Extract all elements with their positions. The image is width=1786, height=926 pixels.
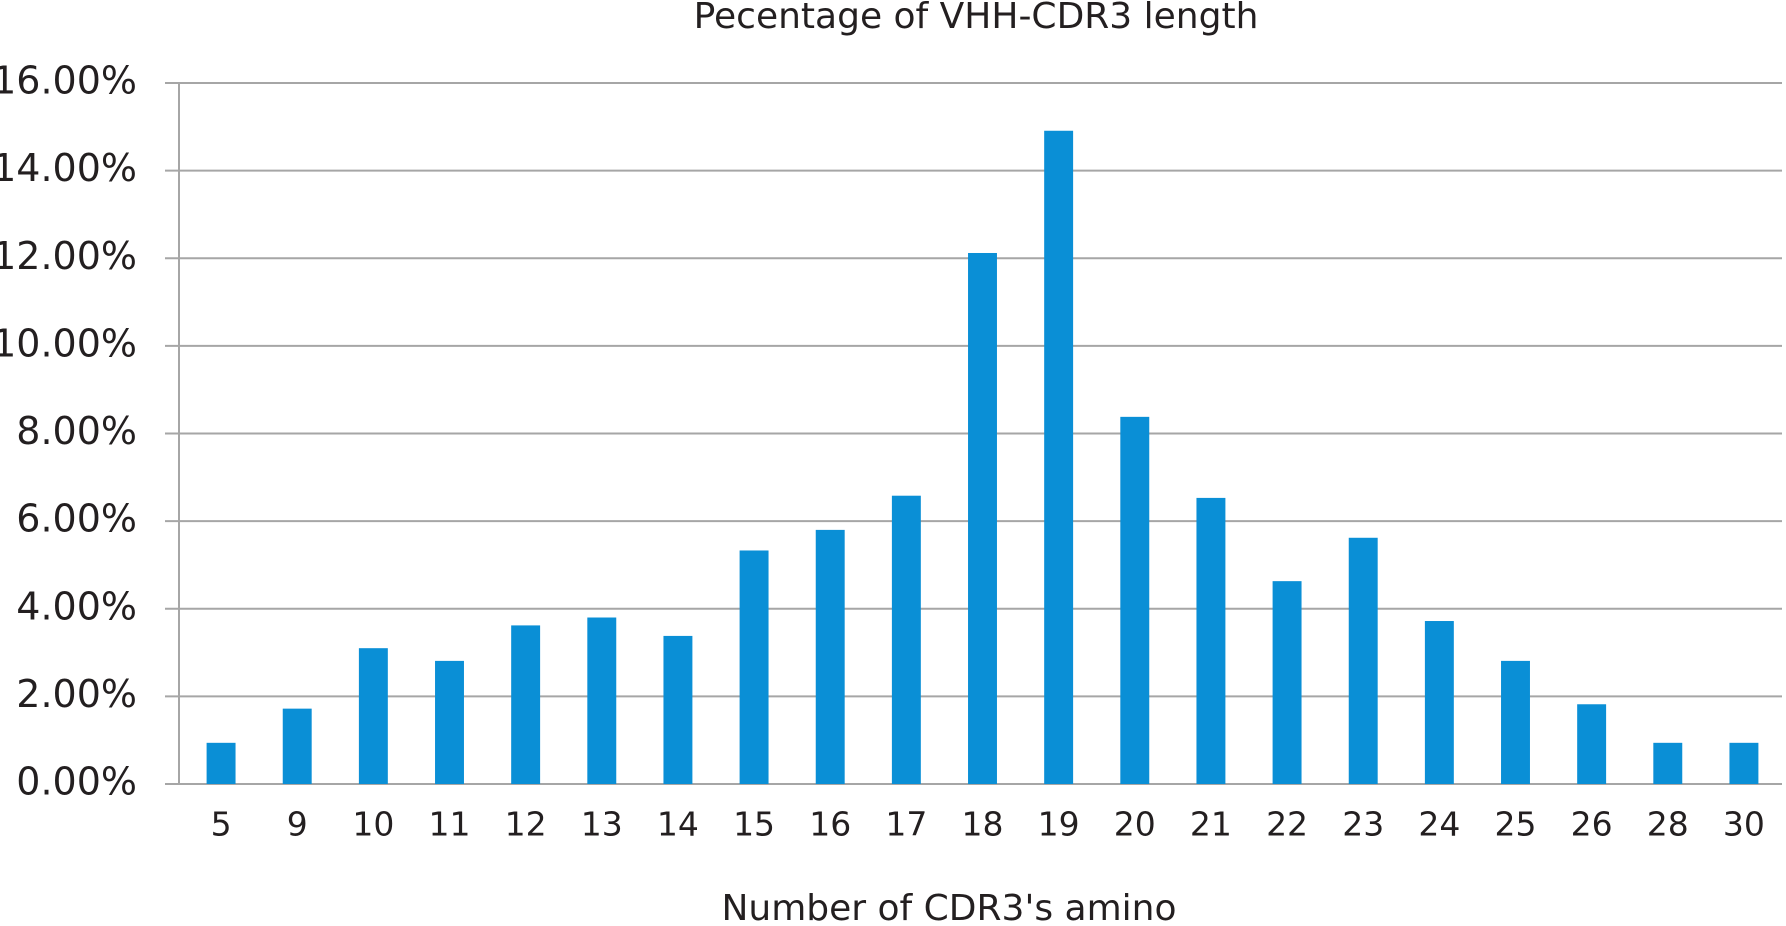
y-tick-label: 0.00%: [16, 760, 137, 804]
bar: [1272, 581, 1302, 784]
x-tick-label: 17: [885, 805, 927, 844]
x-tick-label: 12: [505, 805, 547, 844]
x-tick-label: 30: [1723, 805, 1765, 844]
x-tick-label: 10: [352, 805, 394, 844]
x-tick-label: 21: [1190, 805, 1232, 844]
x-tick-label: 18: [962, 805, 1004, 844]
y-tick-label: 8.00%: [16, 409, 137, 453]
bar: [1653, 742, 1683, 784]
x-tick-label: 16: [809, 805, 851, 844]
bar: [511, 625, 541, 784]
x-axis-label: Number of CDR3's amino: [721, 888, 1176, 926]
bar: [1196, 497, 1226, 784]
x-tick-label: 9: [287, 805, 308, 844]
y-tick-label: 4.00%: [16, 584, 137, 628]
bar: [663, 635, 693, 784]
y-tick-label: 2.00%: [16, 672, 137, 716]
x-tick-label: 5: [211, 805, 232, 844]
bar: [1044, 130, 1074, 785]
x-tick-label: 22: [1266, 805, 1308, 844]
x-tick-label: 24: [1418, 805, 1460, 844]
bar: [1348, 537, 1378, 784]
bar: [1424, 621, 1454, 784]
x-tick-label: 14: [657, 805, 699, 844]
bar: [587, 617, 617, 784]
bar: [968, 252, 997, 784]
bar: [435, 660, 464, 784]
bar: [1729, 742, 1759, 784]
bar: [815, 529, 845, 784]
x-tick-label: 15: [733, 805, 775, 844]
bar: [358, 648, 388, 784]
x-tick-label: 23: [1342, 805, 1384, 844]
y-tick-label: 12.00%: [0, 234, 137, 278]
x-tick-label: 26: [1571, 805, 1613, 844]
bar: [1501, 660, 1530, 784]
y-tick-label: 14.00%: [0, 146, 137, 190]
bar: [282, 708, 312, 784]
x-tick-label: 13: [581, 805, 623, 844]
bar: [891, 495, 921, 784]
bar: [1120, 416, 1150, 784]
chart-title: Pecentage of VHH-CDR3 length: [694, 0, 1259, 37]
y-tick-label: 6.00%: [16, 497, 137, 541]
bar: [739, 550, 769, 784]
y-tick-label: 10.00%: [0, 321, 137, 365]
y-tick-label: 16.00%: [0, 59, 137, 103]
bar: [1577, 704, 1607, 784]
x-tick-label: 19: [1038, 805, 1080, 844]
x-tick-label: 28: [1647, 805, 1689, 844]
x-tick-label: 25: [1495, 805, 1537, 844]
x-tick-label: 11: [429, 805, 471, 844]
x-tick-label: 20: [1114, 805, 1156, 844]
bar: [206, 742, 236, 784]
